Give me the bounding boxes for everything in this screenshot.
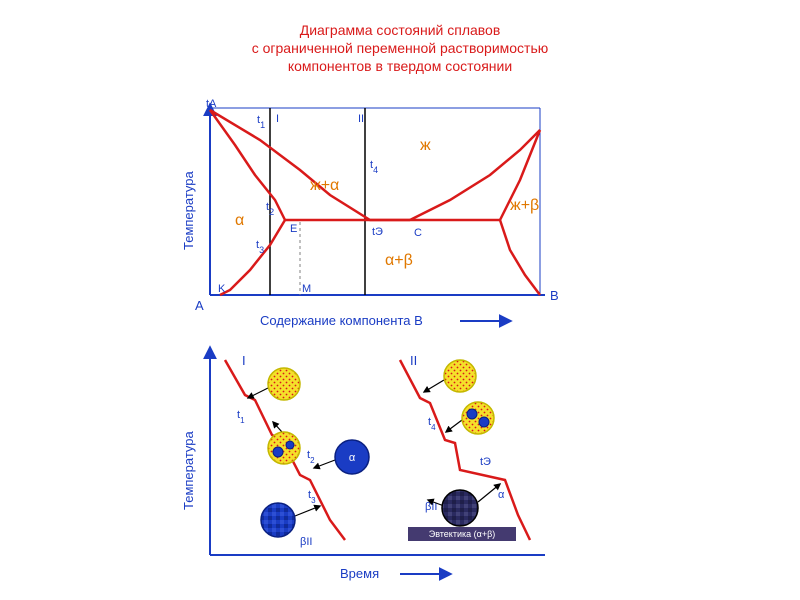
- point-tA: tA: [206, 98, 217, 110]
- top-y-label: Температура: [181, 170, 196, 250]
- solidus-left: [210, 110, 285, 220]
- title-line-2: с ограниченной переменной растворимостью: [252, 40, 549, 56]
- arrow-1: [273, 422, 282, 432]
- bot-y-label: Температура: [181, 430, 196, 510]
- bt-bII: βII: [300, 536, 312, 548]
- microstructure-0: [268, 368, 300, 400]
- arrow-0: [248, 388, 268, 398]
- point-tE: tЭ: [372, 226, 383, 238]
- arrow-2: [314, 460, 335, 468]
- microstructure-4: [444, 360, 476, 392]
- arrow-6: [478, 484, 500, 502]
- microstructure-3: [261, 503, 295, 537]
- bt-alpha_r: α: [498, 489, 505, 501]
- solvus-right: [500, 220, 540, 295]
- region-zh: ж: [420, 137, 431, 154]
- b-II-label: II: [410, 353, 417, 368]
- arrow-4: [424, 380, 444, 392]
- region-zh_b: ж+β: [510, 197, 539, 214]
- point-t4: t4: [370, 159, 378, 175]
- bottom-chart: Температура Время I II t1t2t3t4tЭβIIβIIα…: [181, 348, 545, 581]
- point-C: C: [414, 227, 422, 239]
- title-line-1: Диаграмма состояний сплавов: [300, 22, 501, 38]
- point-M: M: [302, 283, 311, 295]
- eutectic-label: Эвтектика (α+β): [429, 529, 496, 539]
- bot-x-label: Время: [340, 566, 379, 581]
- phase-diagram-svg: Диаграмма состояний сплавов с ограниченн…: [0, 0, 800, 600]
- microstructure-6: [442, 490, 478, 526]
- microstructure-5: [462, 402, 494, 434]
- diagram-container: Диаграмма состояний сплавов с ограниченн…: [0, 0, 800, 600]
- point-K: K: [218, 283, 226, 295]
- bt-tE: tЭ: [480, 456, 491, 468]
- arrow-5: [446, 420, 462, 432]
- top-chart: Температура Содержание компонента В A B …: [181, 98, 559, 328]
- bt-t4: t4: [428, 416, 436, 432]
- region-zh_a: ж+α: [310, 177, 339, 194]
- arrow-3: [295, 506, 320, 516]
- point-E: E: [290, 223, 297, 235]
- liquidus-left: [210, 110, 410, 220]
- region-a_b: α+β: [385, 252, 413, 269]
- microstructure-2: α: [335, 440, 369, 474]
- corner-A: A: [195, 298, 204, 313]
- bt-t1: t1: [237, 409, 245, 425]
- top-x-label: Содержание компонента В: [260, 313, 423, 328]
- solvus-left: [220, 220, 285, 295]
- bt-t2: t2: [307, 449, 315, 465]
- corner-B: B: [550, 288, 559, 303]
- svg-text:α: α: [349, 452, 356, 464]
- point-II: II: [358, 113, 364, 125]
- title-line-3: компонентов в твердом состоянии: [288, 58, 512, 74]
- region-alpha: α: [235, 212, 244, 229]
- microstructure-1: [268, 432, 300, 464]
- point-I: I: [276, 113, 279, 125]
- point-t3: t3: [256, 239, 264, 255]
- b-I-label: I: [242, 353, 246, 368]
- point-t1: t1: [257, 114, 265, 130]
